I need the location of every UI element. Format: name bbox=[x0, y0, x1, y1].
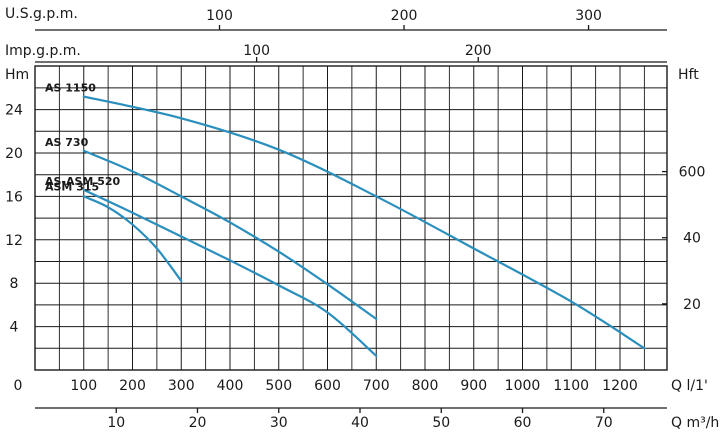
usgpm-tick-label: 100 bbox=[206, 8, 233, 24]
lmin-tick-label: 100 bbox=[70, 378, 97, 394]
right-tick-label: 40 bbox=[683, 231, 701, 247]
m3h-axis-label: Q m³/h bbox=[671, 415, 719, 431]
left-axis-label: Hm bbox=[5, 67, 29, 83]
m3h-tick-label: 50 bbox=[432, 415, 450, 431]
lmin-tick-label: 500 bbox=[265, 378, 292, 394]
lmin-axis-label: Q l/1' bbox=[671, 378, 708, 394]
lmin-tick-label: 600 bbox=[314, 378, 341, 394]
usgpm-axis-label: U.S.g.p.m. bbox=[5, 6, 78, 22]
right-tick-label: 20 bbox=[683, 297, 701, 313]
m3h-tick-label: 60 bbox=[514, 415, 532, 431]
curve-as-1150 bbox=[82, 95, 646, 350]
left-axis: Hm 4 8 12 16 20 24 bbox=[5, 67, 29, 336]
left-tick-label: 12 bbox=[5, 233, 23, 249]
top-axes: U.S.g.p.m. 100 200 300 Imp.g.p.m. 100 200 bbox=[5, 6, 667, 63]
bottom-axes: 0 100 200 300 400 500 600 700 800 900 1000 1100 1200… bbox=[14, 378, 720, 431]
left-tick-label: 4 bbox=[10, 320, 19, 336]
lmin-tick-label: 300 bbox=[168, 378, 195, 394]
series-label: AS 730 bbox=[45, 136, 89, 149]
curve-as-730 bbox=[82, 149, 378, 321]
chart-grid bbox=[34, 65, 668, 371]
lmin-tick-label: 400 bbox=[217, 378, 244, 394]
m3h-tick-label: 40 bbox=[351, 415, 369, 431]
m3h-tick-label: 70 bbox=[595, 415, 613, 431]
series-label: AS-ASM 520 bbox=[45, 175, 121, 188]
series-label: AS 1150 bbox=[45, 82, 96, 95]
curve-asm-315 bbox=[82, 195, 183, 283]
lmin-tick-label: 1100 bbox=[553, 378, 589, 394]
bottom-origin-label: 0 bbox=[14, 378, 23, 394]
lmin-tick-label: 900 bbox=[460, 378, 487, 394]
left-tick-label: 24 bbox=[5, 103, 23, 119]
left-tick-label: 8 bbox=[10, 276, 19, 292]
left-tick-label: 20 bbox=[5, 146, 23, 162]
lmin-tick-label: 200 bbox=[119, 378, 146, 394]
lmin-tick-label: 1200 bbox=[602, 378, 638, 394]
right-axis: Hft 20 40 600 bbox=[662, 67, 705, 313]
impgpm-tick-label: 100 bbox=[243, 43, 270, 59]
curve-as-asm-520 bbox=[82, 188, 378, 357]
impgpm-tick-label: 200 bbox=[465, 43, 492, 59]
series-label: ASM 315 bbox=[45, 180, 99, 193]
usgpm-tick-label: 200 bbox=[391, 8, 418, 24]
m3h-tick-label: 30 bbox=[270, 415, 288, 431]
usgpm-tick-label: 300 bbox=[575, 8, 602, 24]
left-tick-label: 16 bbox=[5, 189, 23, 205]
right-axis-label: Hft bbox=[678, 67, 699, 83]
lmin-tick-label: 800 bbox=[412, 378, 439, 394]
right-tick-label: 600 bbox=[679, 165, 706, 181]
lmin-tick-label: 700 bbox=[363, 378, 390, 394]
impgpm-axis-label: Imp.g.p.m. bbox=[5, 43, 81, 59]
m3h-tick-label: 10 bbox=[107, 415, 125, 431]
m3h-tick-label: 20 bbox=[189, 415, 207, 431]
lmin-tick-label: 1000 bbox=[505, 378, 541, 394]
